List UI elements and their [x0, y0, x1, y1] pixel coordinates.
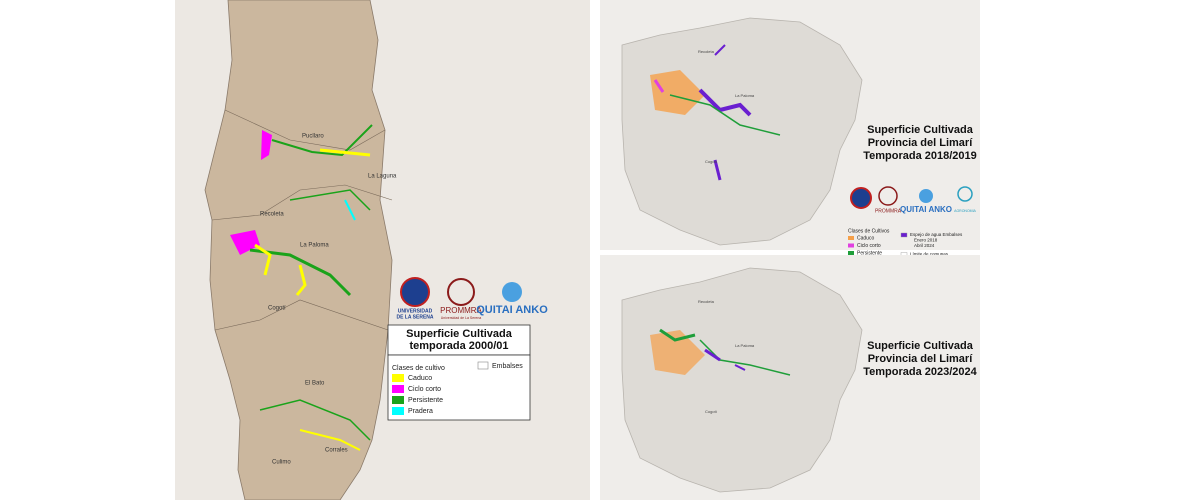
place-label: Corrales [325, 448, 348, 454]
legend-swatch [848, 236, 854, 240]
map-title: Temporada 2023/2024 [863, 366, 977, 378]
place-label: Cogotí [705, 159, 718, 164]
legend-label: Caduco [408, 375, 432, 382]
crop-patches [650, 328, 791, 376]
legend-swatch [848, 243, 854, 248]
legend-swatch [900, 232, 908, 238]
place-label: Culimo [272, 460, 291, 466]
crop-patches [650, 44, 781, 181]
legend-label: Abril 2024 [914, 243, 935, 248]
place-label: La Laguna [368, 174, 397, 180]
place-label: El Bato [305, 381, 325, 387]
place-label: Cogotí [705, 409, 718, 414]
logo-icon [878, 186, 898, 206]
place-label: La Paloma [735, 343, 755, 348]
logo-text: Universidad de La Serena [441, 316, 482, 320]
legend-items: Caduco Ciclo corto Persistente Pradera [392, 374, 443, 415]
logos: UNIVERSIDAD DE LA SERENA PROMMRA Univers… [396, 277, 548, 320]
logo-text: QUITAI ANKO [476, 304, 548, 316]
legend-heading: Clases de cultivo [392, 365, 445, 372]
map-title: Provincia del Limarí [868, 137, 973, 149]
place-label: Recoleta [698, 49, 715, 54]
legend-box [387, 354, 531, 421]
place-label: Pucllaro [302, 134, 324, 140]
map-title: Superficie Cultivada [406, 328, 513, 340]
map-title: Superficie Cultivada [867, 124, 974, 136]
legend-label: Ciclo corto [857, 243, 881, 249]
province-outline [621, 267, 863, 493]
logo-icon [502, 282, 522, 302]
title-box [387, 324, 531, 356]
legend-label: Embalses [492, 363, 523, 370]
place-label: Cogotí [268, 306, 286, 312]
place-label: La Paloma [300, 243, 329, 249]
logo-text: PROMMRA [440, 306, 482, 315]
logo-icon [447, 278, 475, 306]
legend-label: Ciclo corto [408, 386, 441, 393]
legend-swatch [392, 374, 404, 382]
logo-text: QUITAI ANKO [900, 205, 952, 214]
map-title: Superficie Cultivada [867, 340, 974, 352]
commune-limits [211, 109, 393, 331]
province-outline [204, 0, 393, 500]
place-label: Recoleta [698, 299, 715, 304]
legend-label: Pradera [408, 408, 433, 415]
logo-text: PROMMRA [875, 208, 902, 214]
logo-text: AGRONOMIA [954, 209, 976, 213]
legend-label: Persistente [857, 250, 882, 256]
legend-swatch [392, 385, 404, 393]
map-title: Temporada 2018/2019 [863, 150, 977, 162]
map-title: temporada 2000/01 [409, 340, 508, 352]
logo-icon [957, 186, 973, 202]
legend-label: Límite de comunas [910, 252, 949, 257]
logo-text: UNIVERSIDAD [398, 308, 433, 314]
logo-text: DE LA SERENA [396, 314, 433, 320]
legend-swatch [392, 407, 404, 415]
logos: PROMMRA QUITAI ANKO AGRONOMIA [850, 186, 977, 214]
legend-label: Espejo de agua Embalses [910, 232, 963, 237]
legend-label: Enero 2018 [914, 238, 938, 243]
legend-heading: Clases de Cultivos [848, 228, 890, 234]
crop-patches [230, 124, 373, 451]
logo-icon [850, 187, 872, 209]
logo-icon [400, 277, 430, 307]
legend-swatch [477, 361, 489, 370]
legend-swatch [848, 251, 854, 255]
place-label: La Paloma [735, 93, 755, 98]
place-label: Recoleta [260, 212, 284, 218]
legend-swatch [392, 396, 404, 404]
logo-icon [919, 189, 933, 203]
legend-label: Persistente [408, 397, 443, 404]
legend-label: Caduco [857, 235, 874, 241]
map-title: Provincia del Limarí [868, 353, 973, 365]
